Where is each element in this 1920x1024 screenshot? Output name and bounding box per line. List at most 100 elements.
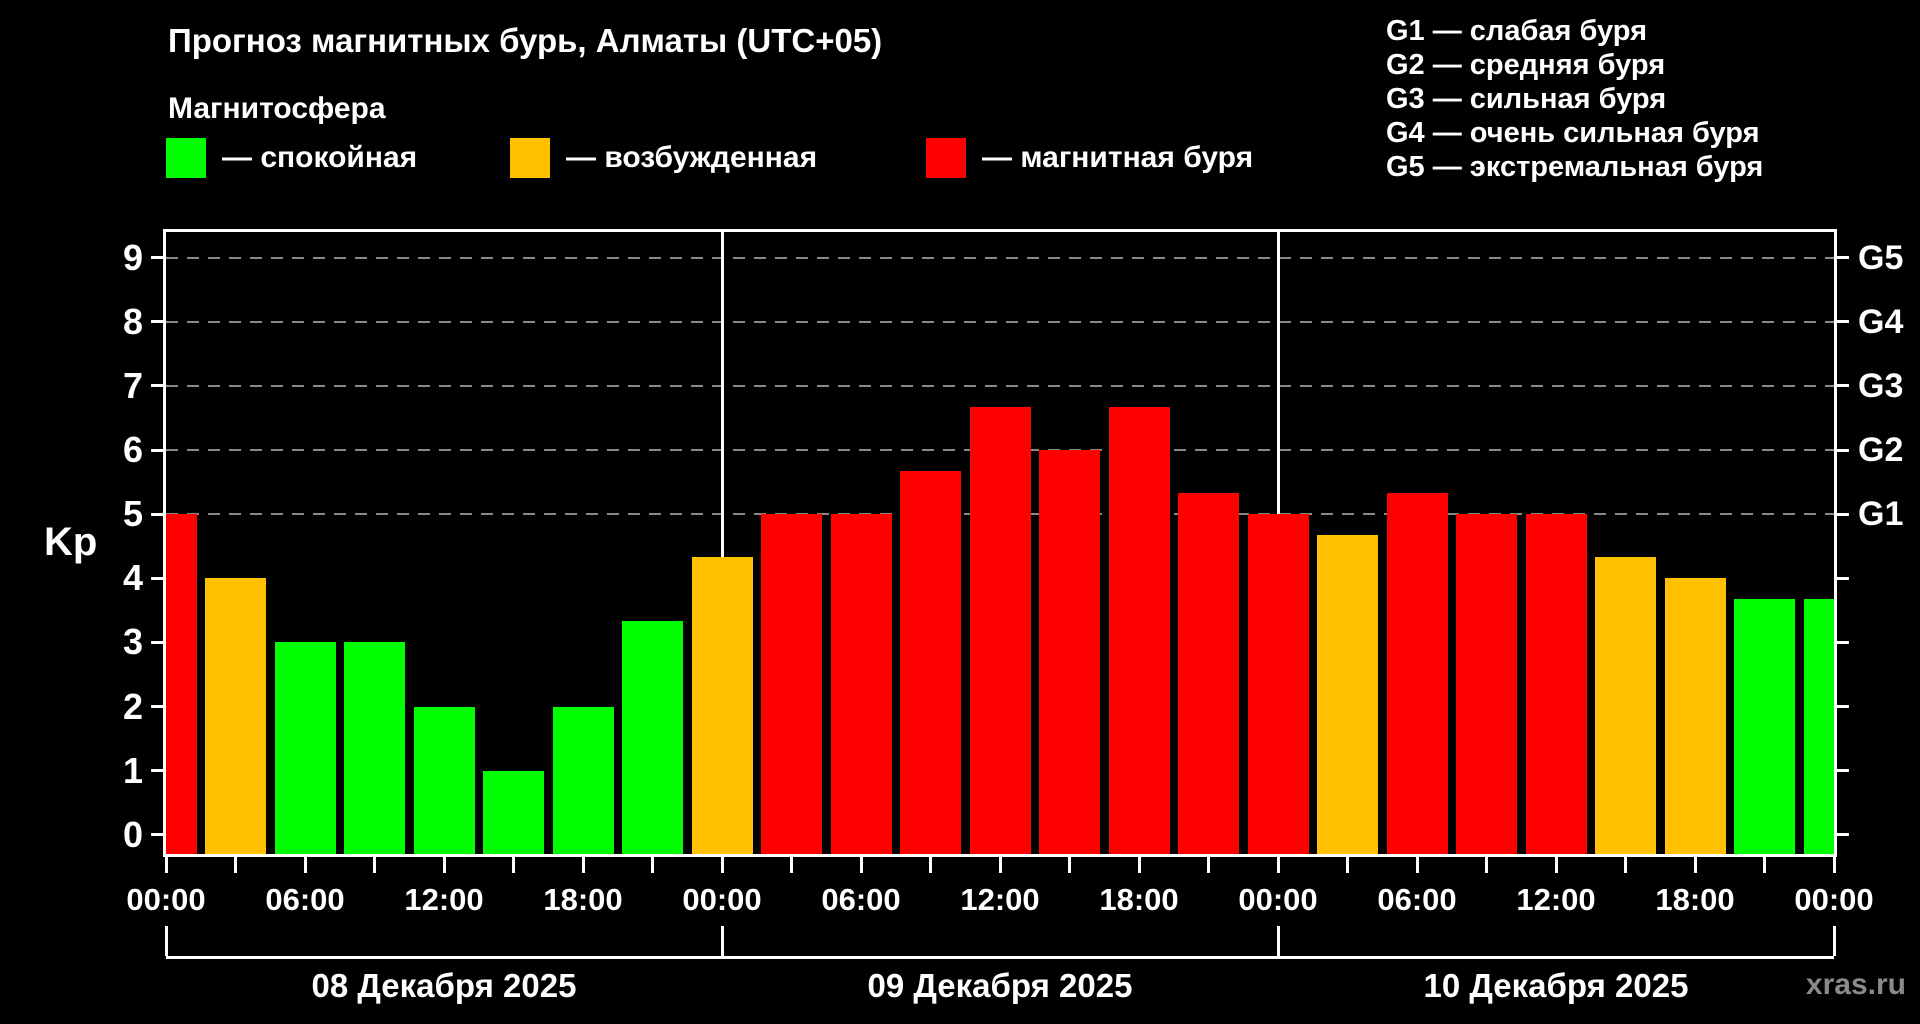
g-legend-row: G3 — сильная буря	[1386, 83, 1667, 115]
time-label: 18:00	[1099, 882, 1179, 917]
right-axis-minor-tick	[1837, 833, 1849, 837]
right-axis-tick	[1837, 512, 1849, 516]
y-tick-label: 0	[122, 813, 143, 855]
x-axis-tick	[998, 857, 1002, 873]
g-level-label: G3	[1858, 366, 1904, 405]
time-label: 18:00	[1655, 882, 1735, 917]
time-label: 00:00	[1238, 882, 1318, 917]
y-axis-label: Kp	[44, 520, 98, 564]
magnetosphere-subtitle: Магнитосфера	[168, 92, 386, 125]
legend-label-storm: — магнитная буря	[982, 141, 1254, 174]
y-axis-tick	[151, 256, 163, 260]
kp-bar	[900, 471, 961, 854]
g-legend-row: G2 — средняя буря	[1386, 49, 1666, 81]
kp-bar	[622, 621, 683, 854]
kp-bar	[344, 642, 405, 854]
x-axis-tick	[1624, 857, 1627, 873]
legend-label-quiet: — спокойная	[222, 141, 418, 174]
x-axis-tick	[929, 857, 932, 873]
kp-bar	[1803, 599, 1834, 854]
x-axis-tick	[1832, 857, 1836, 873]
x-axis-tick	[859, 857, 863, 873]
watermark: xras.ru	[1805, 968, 1906, 1001]
kp-bar	[830, 514, 892, 854]
y-tick-label: 7	[122, 364, 143, 406]
kp-bar	[552, 706, 614, 854]
x-axis-tick	[1276, 857, 1280, 873]
g-level-label: G1	[1858, 495, 1904, 534]
y-axis-tick	[151, 448, 163, 452]
y-tick-label: 6	[122, 429, 143, 471]
date-label: 08 Декабря 2025	[311, 967, 577, 1004]
quiet-swatch	[166, 138, 206, 178]
x-axis-tick	[303, 857, 307, 873]
y-axis-tick	[151, 512, 163, 516]
x-axis-tick	[1693, 857, 1697, 873]
right-axis-minor-tick	[1837, 576, 1849, 580]
kp-bar	[1178, 492, 1239, 854]
kp-bar	[1734, 599, 1795, 854]
x-axis-tick	[442, 857, 446, 873]
right-axis-tick	[1837, 384, 1849, 388]
x-axis-tick	[1415, 857, 1419, 873]
kp-bar	[1039, 450, 1100, 854]
g-scale-legend: G1 — слабая буря G2 — средняя буря G3 — си…	[1386, 14, 1763, 184]
g-legend-row: G4 — очень сильная буря	[1386, 117, 1760, 149]
x-axis-tick	[1207, 857, 1210, 873]
kp-bar	[1108, 407, 1170, 854]
kp-bar	[1664, 578, 1726, 854]
kp-bar	[166, 514, 197, 854]
legend-label-unsettled: — возбужденная	[566, 141, 818, 174]
date-bracket-tick	[164, 926, 168, 956]
unsettled-swatch	[510, 138, 550, 178]
plot-frame	[163, 229, 1837, 857]
kp-bar	[1456, 514, 1517, 854]
x-axis-tick	[790, 857, 793, 873]
kp-bar	[1386, 492, 1448, 854]
x-axis-tick	[1346, 857, 1349, 873]
gridline-kp7	[166, 384, 1834, 387]
y-tick-label: 8	[122, 300, 143, 342]
gridline-kp8	[166, 320, 1834, 323]
right-axis-tick	[1837, 320, 1849, 324]
date-label: 09 Декабря 2025	[867, 967, 1133, 1004]
kp-bar-chart	[166, 232, 1834, 854]
date-label: 10 Декабря 2025	[1423, 967, 1689, 1004]
x-axis-tick	[234, 857, 237, 873]
date-bracket-line	[166, 956, 1834, 959]
y-axis-tick	[151, 833, 163, 837]
y-tick-label: 1	[122, 749, 143, 791]
right-axis-tick	[1837, 256, 1849, 260]
x-axis-tick	[164, 857, 168, 873]
y-axis-tick	[151, 320, 163, 324]
g-level-label: G4	[1858, 302, 1904, 341]
date-bracket-tick	[720, 926, 724, 956]
date-bracket-tick	[1832, 926, 1836, 956]
kp-bar	[483, 770, 544, 854]
kp-bar	[969, 407, 1031, 854]
x-axis-tick	[1485, 857, 1488, 873]
time-label: 06:00	[821, 882, 901, 917]
y-axis-tick	[151, 576, 163, 580]
gridline-kp9	[166, 256, 1834, 259]
kp-bar	[761, 514, 822, 854]
time-label: 12:00	[960, 882, 1040, 917]
x-axis-tick	[651, 857, 654, 873]
kp-bar	[1317, 535, 1378, 854]
y-tick-label: 3	[122, 621, 143, 663]
right-axis-minor-tick	[1837, 769, 1849, 773]
time-label: 12:00	[404, 882, 484, 917]
time-label: 12:00	[1516, 882, 1596, 917]
y-axis-tick	[151, 769, 163, 773]
g-level-label: G5	[1858, 238, 1904, 277]
time-label: 06:00	[265, 882, 345, 917]
kp-bar	[205, 578, 266, 854]
time-label: 00:00	[126, 882, 206, 917]
y-tick-label: 9	[122, 236, 143, 278]
time-label: 18:00	[543, 882, 623, 917]
storm-swatch	[926, 138, 966, 178]
x-axis-tick	[720, 857, 724, 873]
kp-bar	[1595, 557, 1656, 854]
chart-title: Прогноз магнитных бурь, Алматы (UTC+05)	[168, 22, 883, 59]
kp-bar	[274, 642, 336, 854]
